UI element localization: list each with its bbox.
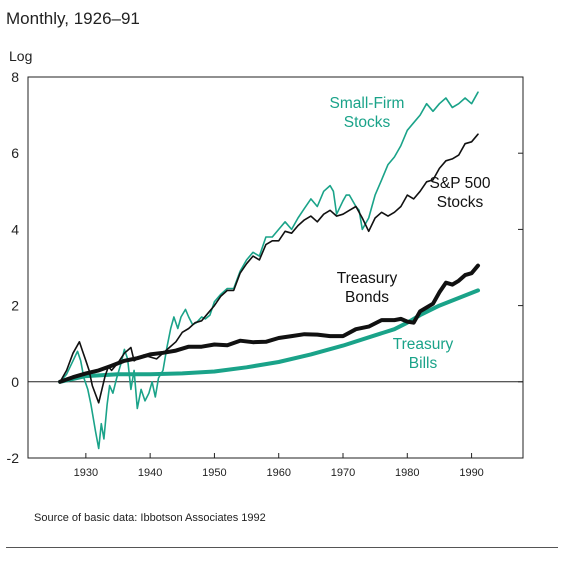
chart-subtitle: Monthly, 1926–91 bbox=[6, 9, 140, 28]
series-label-small-firm-stocks: Small-Firm Stocks bbox=[330, 95, 405, 131]
y-axis: -2 0 2 4 6 8 bbox=[7, 69, 523, 466]
y-tick-label: 2 bbox=[11, 298, 19, 314]
series-lines bbox=[58, 91, 480, 450]
series-label-treasury-bonds: Treasury Bonds bbox=[337, 270, 398, 306]
x-tick-label: 1990 bbox=[459, 467, 483, 479]
series-labels: Small-Firm Stocks S&P 500 Stocks Treasury Bon… bbox=[330, 95, 491, 372]
source-note: Source of basic data: Ibbotson Associate… bbox=[34, 512, 266, 524]
x-tick-label: 1960 bbox=[266, 467, 290, 479]
plot-area bbox=[27, 76, 524, 459]
x-tick-label: 1950 bbox=[202, 467, 226, 479]
y-tick-label: 8 bbox=[11, 69, 19, 85]
y-tick-label: 0 bbox=[11, 374, 19, 390]
x-tick-label: 1930 bbox=[74, 467, 98, 479]
series-line-treasury-bills bbox=[58, 288, 480, 384]
series-line-treasury-bonds bbox=[58, 263, 480, 384]
x-tick-label: 1940 bbox=[138, 467, 162, 479]
y-tick-label: -2 bbox=[7, 450, 20, 466]
series-label-s-p-500-stocks: S&P 500 Stocks bbox=[430, 175, 491, 211]
x-tick-label: 1970 bbox=[331, 467, 355, 479]
x-tick-label: 1980 bbox=[395, 467, 419, 479]
y-tick-label: 4 bbox=[11, 221, 19, 237]
series-line-s-p-500-stocks bbox=[59, 133, 479, 404]
y-tick-label: 6 bbox=[11, 145, 19, 161]
x-axis: 1930 1940 1950 1960 1970 1980 1990 bbox=[74, 453, 484, 479]
y-axis-label: Log bbox=[9, 48, 32, 64]
bottom-divider bbox=[6, 547, 558, 548]
series-label-treasury-bills: Treasury Bills bbox=[393, 336, 454, 372]
series-line-small-firm-stocks bbox=[59, 91, 479, 450]
